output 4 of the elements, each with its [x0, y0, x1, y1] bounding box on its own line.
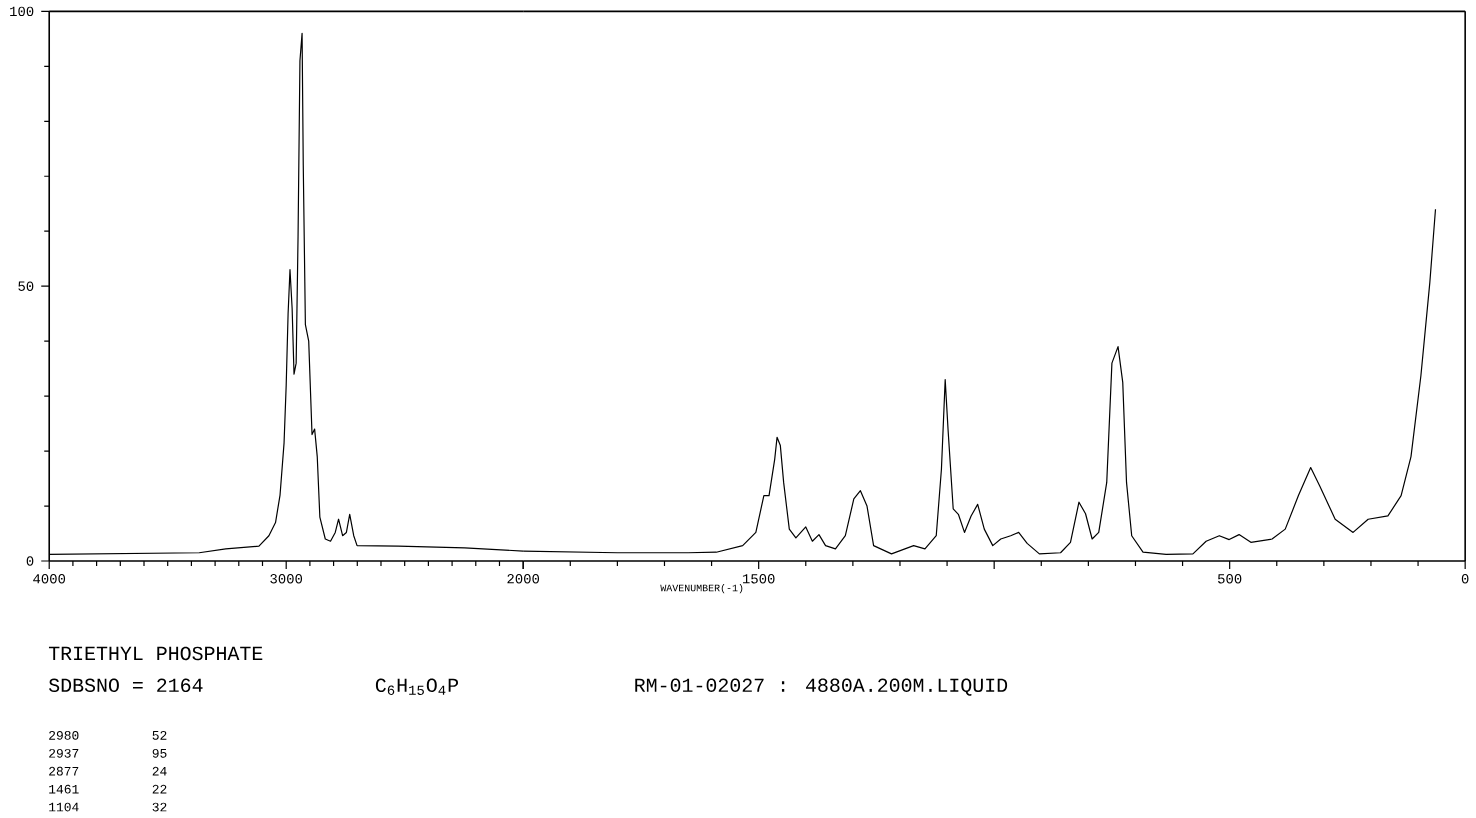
- text: TRIETHYL PHOSPHATE: [48, 646, 263, 661]
- text: SDBSNO = 2164: [49, 678, 203, 693]
- text: C$_{6}$H$_{15}$O$_{4}$P: [375, 678, 459, 696]
- text: RM-01-02027 : 4880A.200M.LIQUID: [635, 678, 1008, 696]
